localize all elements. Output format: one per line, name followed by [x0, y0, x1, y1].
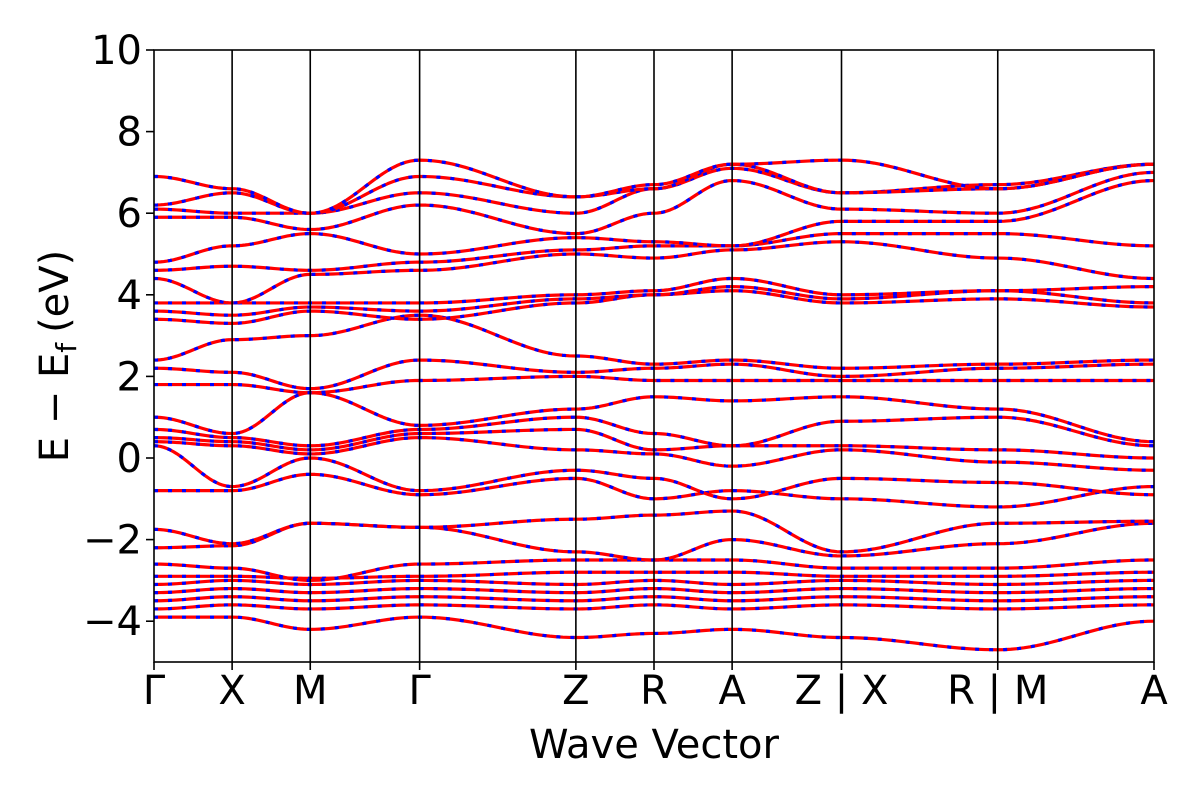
y-tick-label: −4: [83, 599, 142, 645]
band-line-spin-up: [153, 509, 1155, 554]
band-line-spin-down: [153, 427, 1155, 460]
band-line-spin-down: [153, 435, 1155, 472]
band-line-spin-up: [153, 578, 1155, 587]
x-tick-label: X: [218, 668, 245, 714]
y-tick-label: 6: [117, 191, 142, 237]
band-line-spin-down: [153, 558, 1155, 583]
svg-text:E − Ef(eV): E − Ef (eV): [32, 250, 83, 463]
band-line-spin-down: [153, 232, 1155, 272]
band-line-spin-down: [153, 289, 1155, 325]
band-line-spin-down: [153, 285, 1155, 317]
x-tick-label: Γ: [143, 668, 166, 714]
x-axis: Γ X M Γ Z R A Z | X R | M A: [143, 662, 1168, 714]
x-axis-title: Wave Vector: [529, 722, 780, 768]
band-line-spin-up: [153, 595, 1155, 603]
y-tick-label: 4: [117, 273, 142, 319]
band-line-spin-down: [153, 415, 1155, 448]
band-line-spin-up: [153, 162, 1155, 215]
x-tick-label: A: [718, 668, 746, 714]
band-line-spin-down: [154, 374, 1154, 395]
plot-area: [153, 49, 1155, 663]
band-line-spin-down: [154, 615, 1155, 652]
band-line-spin-up: [153, 158, 1155, 215]
band-line-spin-up: [153, 178, 1155, 264]
band-line-spin-up: [153, 586, 1155, 595]
band-line-spin-up: [153, 603, 1155, 611]
band-line-spin-up: [154, 472, 1155, 509]
x-tick-label: Γ: [408, 668, 431, 714]
y-axis-title-main: E − E: [32, 353, 78, 463]
band-line-spin-up: [153, 358, 1155, 391]
x-tick-label: A: [1140, 668, 1168, 714]
x-tick-label: M: [293, 668, 328, 714]
y-axis-title: E − Ef (eV): [32, 250, 83, 463]
y-tick-label: 2: [117, 354, 142, 400]
y-tick-label: 8: [117, 110, 142, 156]
x-tick-label: R: [640, 668, 668, 714]
band-line-spin-up: [153, 162, 1155, 215]
y-axis: −4 −2 0 2 4 6 8 10: [83, 28, 154, 645]
band-line-spin-up: [153, 444, 1155, 501]
bands-layer: [153, 158, 1155, 652]
band-line-spin-up: [154, 570, 1155, 580]
y-axis-title-unit: (eV): [32, 250, 78, 333]
band-line-spin-up: [153, 313, 1155, 370]
y-tick-label: 0: [117, 436, 142, 482]
y-tick-label: −2: [83, 518, 142, 564]
band-line-spin-up: [154, 170, 1155, 236]
x-tick-label: Z: [562, 668, 589, 714]
y-tick-label: 10: [91, 28, 142, 74]
band-line-spin-up: [153, 240, 1155, 305]
x-tick-label: Z | X: [795, 668, 889, 714]
band-line-spin-up: [154, 276, 1155, 305]
x-tick-label: R | M: [947, 668, 1048, 714]
y-axis-title-subscript: f: [50, 342, 83, 353]
band-line-spin-up: [153, 391, 1155, 444]
high-symmetry-lines: [231, 50, 999, 662]
